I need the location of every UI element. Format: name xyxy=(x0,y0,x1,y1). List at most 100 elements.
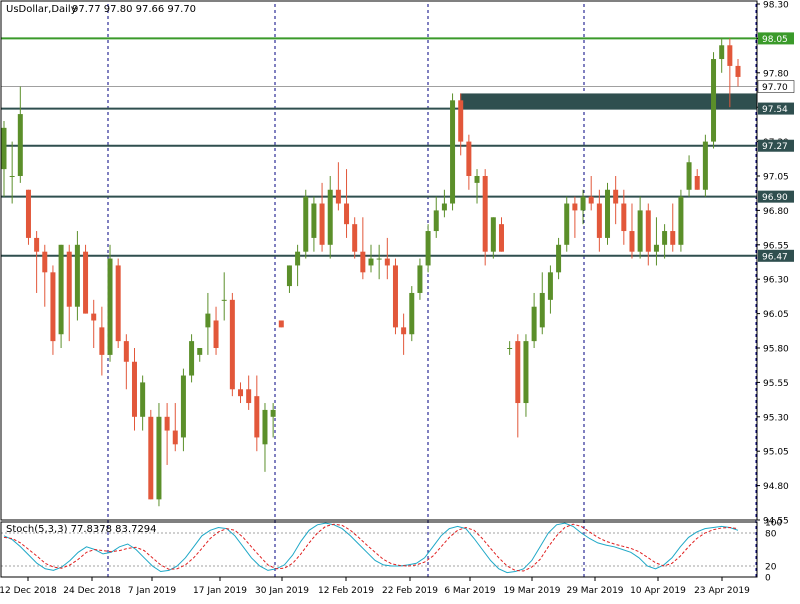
level-price-label: 97.70 xyxy=(762,83,788,93)
grid-layer xyxy=(107,4,757,577)
symbol-label: UsDollar,Daily xyxy=(6,4,77,15)
candle-body xyxy=(1,127,7,170)
main-panel-frame xyxy=(0,0,758,521)
y-tick-label: 95.30 xyxy=(763,413,789,423)
candle-body xyxy=(613,189,619,204)
candle-body xyxy=(205,313,211,328)
x-tick-label: 12 Feb 2019 xyxy=(318,586,374,596)
y-tick-label: 96.55 xyxy=(763,241,789,251)
candle-body xyxy=(384,258,390,266)
candle-body xyxy=(425,231,431,266)
candle-body xyxy=(156,416,162,500)
stoch-level-label: 80 xyxy=(765,530,777,540)
candle-body xyxy=(140,382,146,417)
candle-body xyxy=(376,258,382,260)
candle-body xyxy=(564,203,570,245)
candle-body xyxy=(254,396,260,438)
candle-body xyxy=(580,196,586,211)
x-tick-label: 30 Jan 2019 xyxy=(255,586,309,596)
level-price-label: 96.90 xyxy=(762,193,788,203)
candle-body xyxy=(392,265,398,328)
candle-body xyxy=(368,258,374,266)
stoch-signal-line xyxy=(3,523,739,572)
x-tick-label: 12 Dec 2018 xyxy=(0,586,57,596)
candle-body xyxy=(34,237,40,252)
candle-body xyxy=(50,272,56,342)
y-tick-label: 95.80 xyxy=(763,345,789,355)
level-price-label: 96.47 xyxy=(762,252,788,262)
stoch-level-label: 100 xyxy=(765,519,782,529)
candle-body xyxy=(694,176,700,190)
candle-body xyxy=(539,292,545,328)
stoch-panel-frame xyxy=(0,521,758,578)
x-tick-label: 19 Mar 2019 xyxy=(503,586,560,596)
level-price-box xyxy=(758,102,794,115)
level-price-label: 97.54 xyxy=(762,105,788,115)
frame-layer xyxy=(0,0,758,578)
candle-body xyxy=(246,389,252,404)
y-tick-label: 96.30 xyxy=(763,276,789,286)
candle-body xyxy=(645,210,651,252)
candle-body xyxy=(662,231,668,245)
candle-body xyxy=(441,203,447,211)
candle-body xyxy=(621,203,627,232)
level-price-box xyxy=(757,80,795,93)
candle-body xyxy=(115,265,121,342)
y-tick-label: 94.80 xyxy=(763,482,789,492)
candle-body xyxy=(711,59,717,142)
zone-layer xyxy=(460,93,757,109)
level-price-label: 98.05 xyxy=(762,35,788,45)
y-tick-label: 96.80 xyxy=(763,207,789,217)
candle-body xyxy=(629,231,635,252)
x-tick-label: 22 Feb 2019 xyxy=(382,586,438,596)
candle-body xyxy=(474,176,480,183)
y-tick-label: 97.05 xyxy=(763,173,789,183)
level-layer xyxy=(1,37,757,257)
candle-body xyxy=(91,313,97,321)
candle-body xyxy=(531,306,537,342)
candle-body xyxy=(335,189,341,204)
candle-body xyxy=(270,409,276,417)
candle-body xyxy=(229,299,235,390)
candle-body xyxy=(238,389,244,397)
candle-body xyxy=(83,251,89,314)
candle-body xyxy=(653,244,659,252)
candle-body xyxy=(596,203,602,238)
stoch-level-label: 20 xyxy=(765,563,777,573)
x-tick-label: 17 Jan 2019 xyxy=(193,586,247,596)
candle-body xyxy=(507,348,513,349)
candle-body xyxy=(466,141,472,176)
candle-layer xyxy=(1,38,741,507)
candle-body xyxy=(678,196,684,245)
candle-body xyxy=(197,348,203,355)
x-tick-label: 23 Apr 2019 xyxy=(694,586,750,596)
candle-body xyxy=(450,100,456,204)
candle-body xyxy=(25,189,31,238)
candle-body xyxy=(123,341,129,362)
level-price-label: 97.27 xyxy=(762,142,788,152)
candle-body xyxy=(433,210,439,232)
x-tick-label: 29 Mar 2019 xyxy=(566,586,623,596)
candle-body xyxy=(686,162,692,190)
candle-body xyxy=(344,203,350,225)
candle-body xyxy=(311,203,317,238)
candle-body xyxy=(556,244,562,273)
x-tick-label: 6 Mar 2019 xyxy=(444,586,496,596)
candle-body xyxy=(164,416,170,431)
candle-body xyxy=(213,320,219,348)
candle-body xyxy=(278,320,284,328)
candle-body xyxy=(58,244,64,335)
candle-body xyxy=(417,265,423,293)
ohlc-label: 97.77 97.80 97.66 97.70 xyxy=(72,4,197,15)
candle-body xyxy=(99,327,105,355)
candle-body xyxy=(572,203,578,211)
y-tick-label: 96.05 xyxy=(763,310,789,320)
candle-body xyxy=(107,258,113,355)
x-tick-label: 10 Apr 2019 xyxy=(630,586,686,596)
candle-body xyxy=(498,224,504,252)
candle-body xyxy=(637,210,643,252)
candle-body xyxy=(409,292,415,335)
candle-body xyxy=(490,217,496,252)
